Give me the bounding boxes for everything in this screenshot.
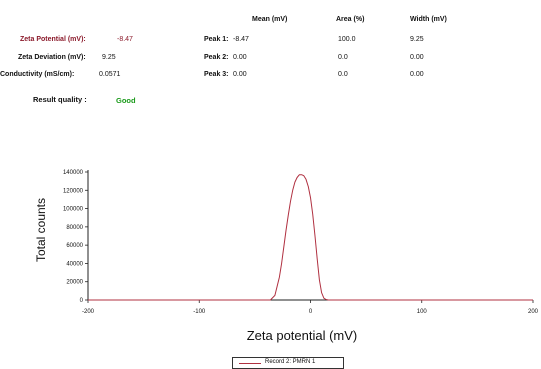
- peak-1-mean: -8.47: [233, 36, 249, 43]
- zeta-deviation-value: 9.25: [102, 54, 116, 61]
- result-quality-label: Result quality :: [33, 95, 87, 104]
- y-axis-ticks: 0 20000 40000 60000 80000 100000 120000 140000: [63, 170, 88, 304]
- conductivity-value: 0.0571: [99, 71, 121, 78]
- legend-series-label: Record 2: PMRN 1: [265, 359, 316, 365]
- conductivity-label: Conductivity (mS/cm):: [0, 71, 75, 78]
- chart-series: [88, 174, 533, 301]
- zeta-deviation-label: Zeta Deviation (mV):: [18, 54, 86, 61]
- peak-2-mean: 0.00: [233, 54, 247, 61]
- chart-legend: Record 2: PMRN 1: [232, 357, 344, 369]
- zeta-potential-label: Zeta Potential (mV):: [20, 36, 86, 43]
- peak-3-label: Peak 3:: [204, 71, 229, 78]
- peak-2-label: Peak 2:: [204, 54, 229, 61]
- y-tick-label: 100000: [63, 207, 84, 213]
- y-tick-label: 40000: [66, 261, 83, 267]
- result-quality-value: Good: [116, 96, 136, 105]
- peak-3-area: 0.0: [338, 71, 348, 78]
- x-tick-label: 100: [417, 309, 428, 315]
- peak-1-width: 9.25: [410, 36, 424, 43]
- area-column-header: Area (%): [336, 16, 365, 23]
- y-tick-label: 60000: [66, 243, 83, 249]
- peak-3-width: 0.00: [410, 71, 424, 78]
- mean-column-header: Mean (mV): [252, 16, 288, 23]
- legend-swatch: [239, 363, 261, 364]
- peak-1-label: Peak 1:: [204, 36, 229, 43]
- x-axis-ticks: -200 -100 0 100 200: [82, 300, 539, 315]
- x-tick-label: -100: [193, 309, 206, 315]
- width-column-header: Width (mV): [410, 16, 447, 23]
- x-tick-label: 0: [309, 309, 313, 315]
- peak-3-mean: 0.00: [233, 71, 247, 78]
- y-tick-label: 140000: [63, 170, 84, 176]
- chart-axes: [87, 170, 533, 301]
- zeta-potential-value: -8.47: [117, 36, 133, 43]
- y-tick-label: 80000: [66, 225, 83, 231]
- x-tick-label: 200: [528, 309, 539, 315]
- peak-2-width: 0.00: [410, 54, 424, 61]
- peak-2-area: 0.0: [338, 54, 348, 61]
- series-line: [88, 174, 533, 301]
- y-tick-label: 0: [80, 298, 84, 304]
- y-tick-label: 120000: [63, 188, 84, 194]
- x-tick-label: -200: [82, 309, 95, 315]
- y-tick-label: 20000: [66, 280, 83, 286]
- y-axis-title: Total counts: [34, 198, 48, 262]
- x-axis-title: Zeta potential (mV): [247, 328, 358, 343]
- peak-1-area: 100.0: [338, 36, 356, 43]
